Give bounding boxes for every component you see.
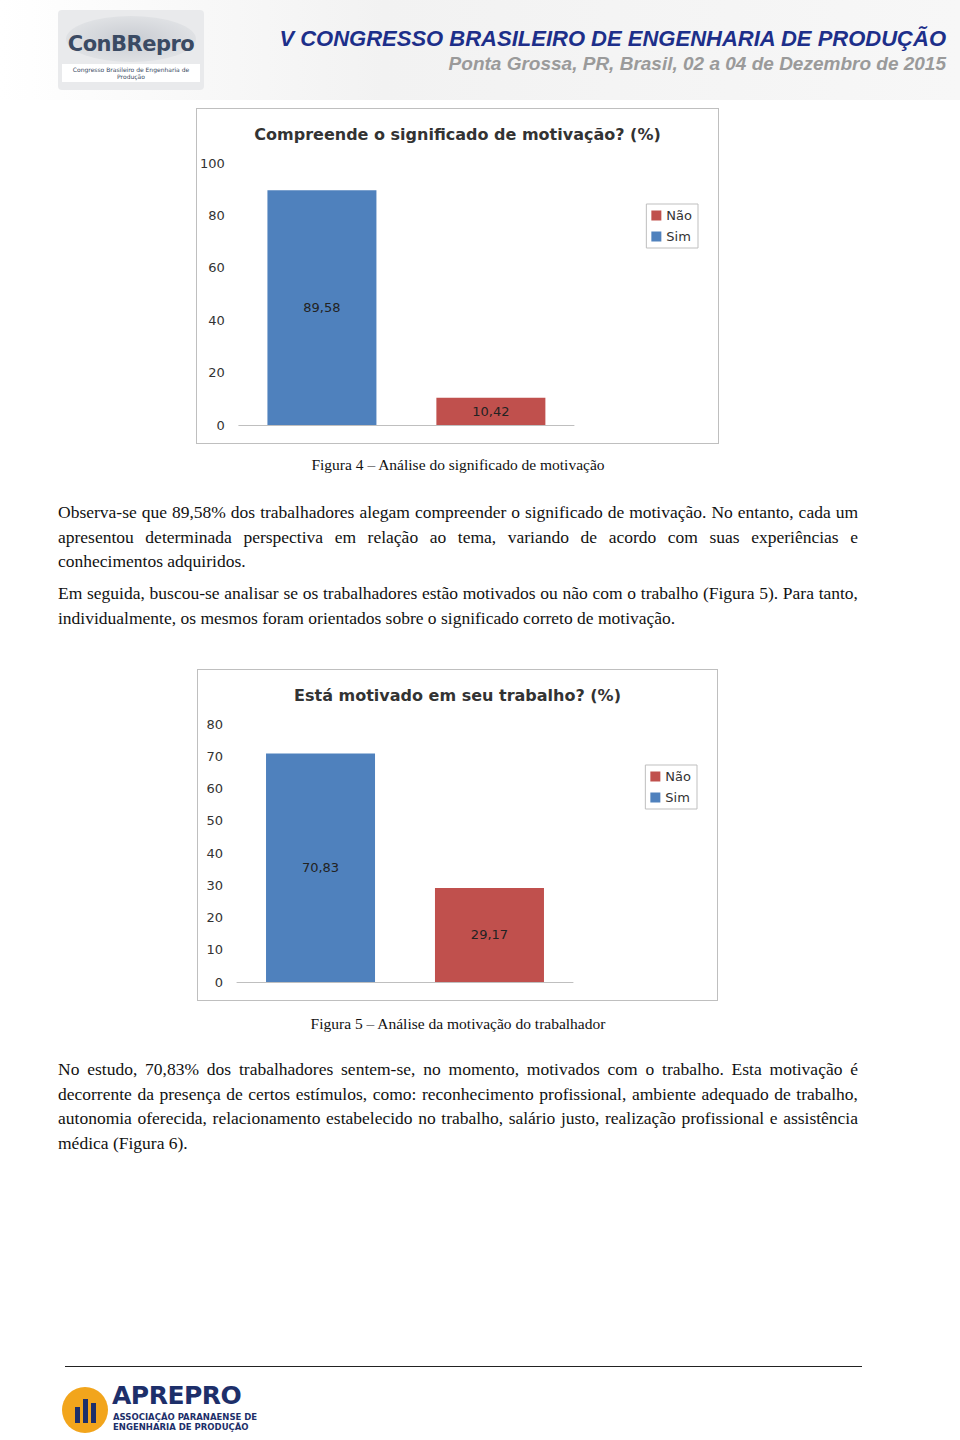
svg-text:70: 70: [206, 749, 223, 764]
html-text:Observa-se que 89,58% dos trab: Observa-se que 89,58% dos trabalhadores …: [58, 502, 858, 571]
svg-text:20: 20: [208, 365, 225, 380]
svg-text:20: 20: [206, 910, 223, 925]
svg-text:Não: Não: [665, 769, 691, 784]
svg-text:Compreende o significado de mo: Compreende o significado de motivação? (…: [254, 125, 660, 144]
svg-text:70,83: 70,83: [302, 860, 339, 875]
svg-text:80: 80: [208, 208, 225, 223]
html-text:ConBRepro: ConBRepro: [67, 32, 195, 56]
html-text:ENGENHARIA DE PRODUÇÃO: ENGENHARIA DE PRODUÇÃO: [113, 1422, 249, 1432]
html-text:No estudo, 70,83% dos trabalha: No estudo, 70,83% dos trabalhadores sent…: [58, 1059, 858, 1153]
html-text:Figura 4 – Análise do signific: Figura 4 – Análise do significado de mot…: [311, 456, 605, 473]
svg-text:60: 60: [206, 781, 223, 796]
svg-text:0: 0: [217, 418, 225, 433]
svg-text:Sim: Sim: [666, 229, 691, 244]
svg-text:100: 100: [200, 156, 225, 171]
html-text:V CONGRESSO BRASILEIRO DE ENGE: V CONGRESSO BRASILEIRO DE ENGENHARIA DE …: [279, 26, 946, 51]
svg-text:Sim: Sim: [665, 790, 690, 805]
svg-text:80: 80: [206, 717, 223, 732]
html-text:Em seguida, buscou-se analisar: Em seguida, buscou-se analisar se os tra…: [58, 583, 858, 628]
svg-text:89,58: 89,58: [303, 300, 340, 315]
svg-text:40: 40: [206, 846, 223, 861]
svg-text:60: 60: [208, 260, 225, 275]
svg-text:Está motivado em seu trabalho?: Está motivado em seu trabalho? (%): [294, 686, 621, 705]
svg-text:50: 50: [206, 813, 223, 828]
svg-text:Não: Não: [666, 208, 692, 223]
html-text:Figura 5 – Análise da motivaçã: Figura 5 – Análise da motivação do traba…: [310, 1015, 606, 1032]
svg-text:40: 40: [208, 313, 225, 328]
html-text:Congresso Brasileiro de Engenh: Congresso Brasileiro de Engenharia de Pr…: [72, 66, 190, 80]
html-text:APREPRO: APREPRO: [112, 1381, 242, 1410]
svg-text:29,17: 29,17: [471, 927, 508, 942]
svg-text:30: 30: [206, 878, 223, 893]
html-text:ASSOCIAÇÃO PARANAENSE DE: ASSOCIAÇÃO PARANAENSE DE: [113, 1412, 258, 1422]
svg-text:10: 10: [206, 942, 223, 957]
svg-text:0: 0: [215, 975, 223, 990]
html-text:Ponta Grossa, PR, Brasil, 02 a: Ponta Grossa, PR, Brasil, 02 a 04 de Dez…: [448, 53, 946, 74]
svg-text:10,42: 10,42: [472, 404, 509, 419]
